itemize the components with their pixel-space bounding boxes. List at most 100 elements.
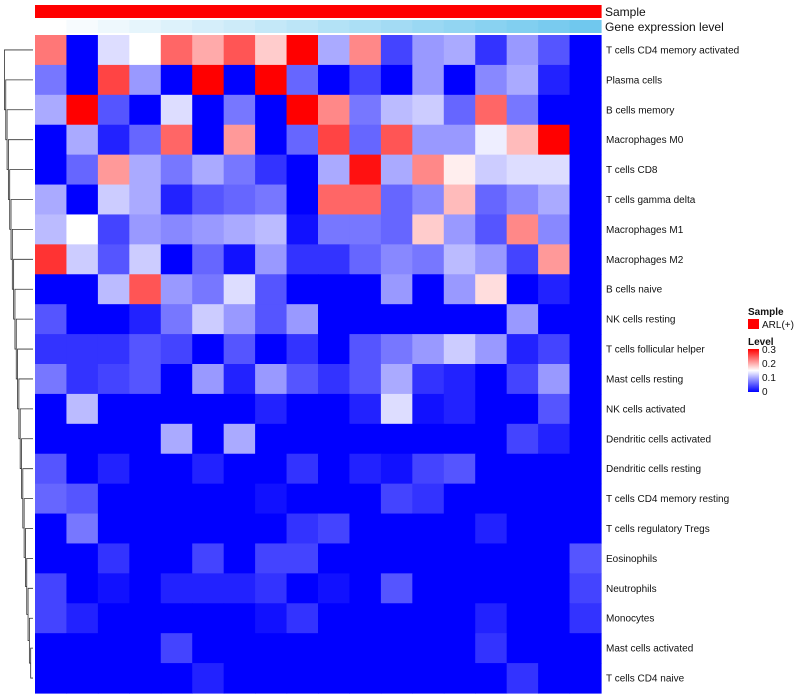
heatmap-cell <box>35 483 68 515</box>
heatmap-cell <box>349 184 382 216</box>
row-label: T cells CD8 <box>606 165 658 176</box>
heatmap-cell <box>443 244 476 275</box>
heatmap-cell <box>35 633 68 664</box>
heatmap-cell <box>412 184 445 216</box>
heatmap-cell <box>569 513 602 545</box>
annotation-cell <box>223 5 256 18</box>
heatmap-cell <box>349 423 382 455</box>
heatmap-cell <box>35 124 68 156</box>
heatmap-cell <box>412 453 445 485</box>
heatmap-cell <box>412 244 445 275</box>
heatmap-cell <box>412 94 445 126</box>
heatmap-cell <box>569 633 602 664</box>
heatmap-cell <box>129 603 162 634</box>
heatmap-cell <box>380 35 413 66</box>
annotation-cell <box>97 20 130 33</box>
legend-color-bar <box>748 349 759 392</box>
heatmap-cell <box>192 513 225 545</box>
legend-sample-entry: ARL(+) <box>762 320 794 331</box>
heatmap-cell <box>129 214 162 245</box>
heatmap-cell <box>506 154 539 186</box>
heatmap-cell <box>443 483 476 515</box>
heatmap-cell <box>286 633 319 664</box>
heatmap-cell <box>97 513 130 545</box>
annotation-cell <box>160 20 193 33</box>
heatmap-cell <box>569 274 602 305</box>
heatmap-cell <box>349 543 382 574</box>
heatmap-cell <box>506 124 539 156</box>
annotation-cell <box>160 5 193 18</box>
row-label: T cells CD4 memory resting <box>606 494 729 505</box>
heatmap-cell <box>412 483 445 515</box>
heatmap-cell <box>66 154 99 186</box>
row-label: T cells CD4 naive <box>606 674 685 685</box>
heatmap-cell <box>255 35 288 66</box>
heatmap-cell <box>380 633 413 664</box>
heatmap-cell <box>192 423 225 455</box>
heatmap-cell <box>35 184 68 216</box>
heatmap-cell <box>97 453 130 485</box>
heatmap-cell <box>412 364 445 395</box>
heatmap-cell <box>349 483 382 515</box>
annotation-cell <box>412 20 445 33</box>
heatmap-cell <box>160 603 193 634</box>
heatmap-cell <box>349 453 382 485</box>
heatmap-cell <box>412 573 445 604</box>
legend-sample-title: Sample <box>748 307 784 318</box>
heatmap-cell <box>412 154 445 186</box>
heatmap-cell <box>538 124 571 156</box>
heatmap-cell <box>318 274 351 305</box>
heatmap-cell <box>286 154 319 186</box>
annotation-cell <box>569 20 602 33</box>
heatmap-cell <box>255 154 288 186</box>
heatmap-cell <box>35 274 68 305</box>
heatmap-cell <box>349 274 382 305</box>
heatmap-cell <box>380 154 413 186</box>
heatmap-cell <box>286 393 319 425</box>
heatmap-cell <box>538 64 571 96</box>
heatmap-cell <box>286 94 319 126</box>
heatmap-cell <box>286 214 319 245</box>
dendrogram-branch <box>28 617 33 664</box>
heatmap-cell <box>412 304 445 335</box>
row-dendrogram <box>4 49 33 679</box>
heatmap-cell <box>255 334 288 365</box>
heatmap-cell <box>380 64 413 96</box>
heatmap-cell <box>443 274 476 305</box>
row-label: Mast cells activated <box>606 644 693 655</box>
row-label: Plasma cells <box>606 75 662 86</box>
heatmap-cell <box>506 663 539 694</box>
heatmap-cell <box>349 663 382 694</box>
heatmap-cell <box>129 663 162 694</box>
heatmap-cell <box>192 334 225 365</box>
heatmap-cell <box>129 274 162 305</box>
heatmap-cell <box>97 214 130 245</box>
row-label: B cells memory <box>606 105 674 116</box>
heatmap-cell <box>412 274 445 305</box>
annotation-cell <box>255 20 288 33</box>
heatmap-cell <box>380 543 413 574</box>
annotation-cell <box>35 20 68 33</box>
heatmap-cell <box>569 393 602 425</box>
heatmap-cell <box>192 393 225 425</box>
heatmap-cell <box>318 364 351 395</box>
heatmap-cell <box>318 214 351 245</box>
heatmap-cell <box>538 513 571 545</box>
row-label: Monocytes <box>606 614 654 625</box>
heatmap-cell <box>35 334 68 365</box>
heatmap-cell <box>192 633 225 664</box>
heatmap-cell <box>66 274 99 305</box>
heatmap-cell <box>97 543 130 574</box>
heatmap-cell <box>255 304 288 335</box>
heatmap-cell <box>255 663 288 694</box>
annotation-cell <box>538 20 571 33</box>
heatmap-cell <box>255 513 288 545</box>
annotation-cell <box>35 5 68 18</box>
heatmap-cell <box>35 364 68 395</box>
heatmap-cell <box>475 483 508 515</box>
heatmap-cell <box>223 543 256 574</box>
heatmap-cell <box>318 244 351 275</box>
heatmap-cell <box>66 663 99 694</box>
heatmap-cell <box>192 573 225 604</box>
heatmap-cell <box>380 304 413 335</box>
